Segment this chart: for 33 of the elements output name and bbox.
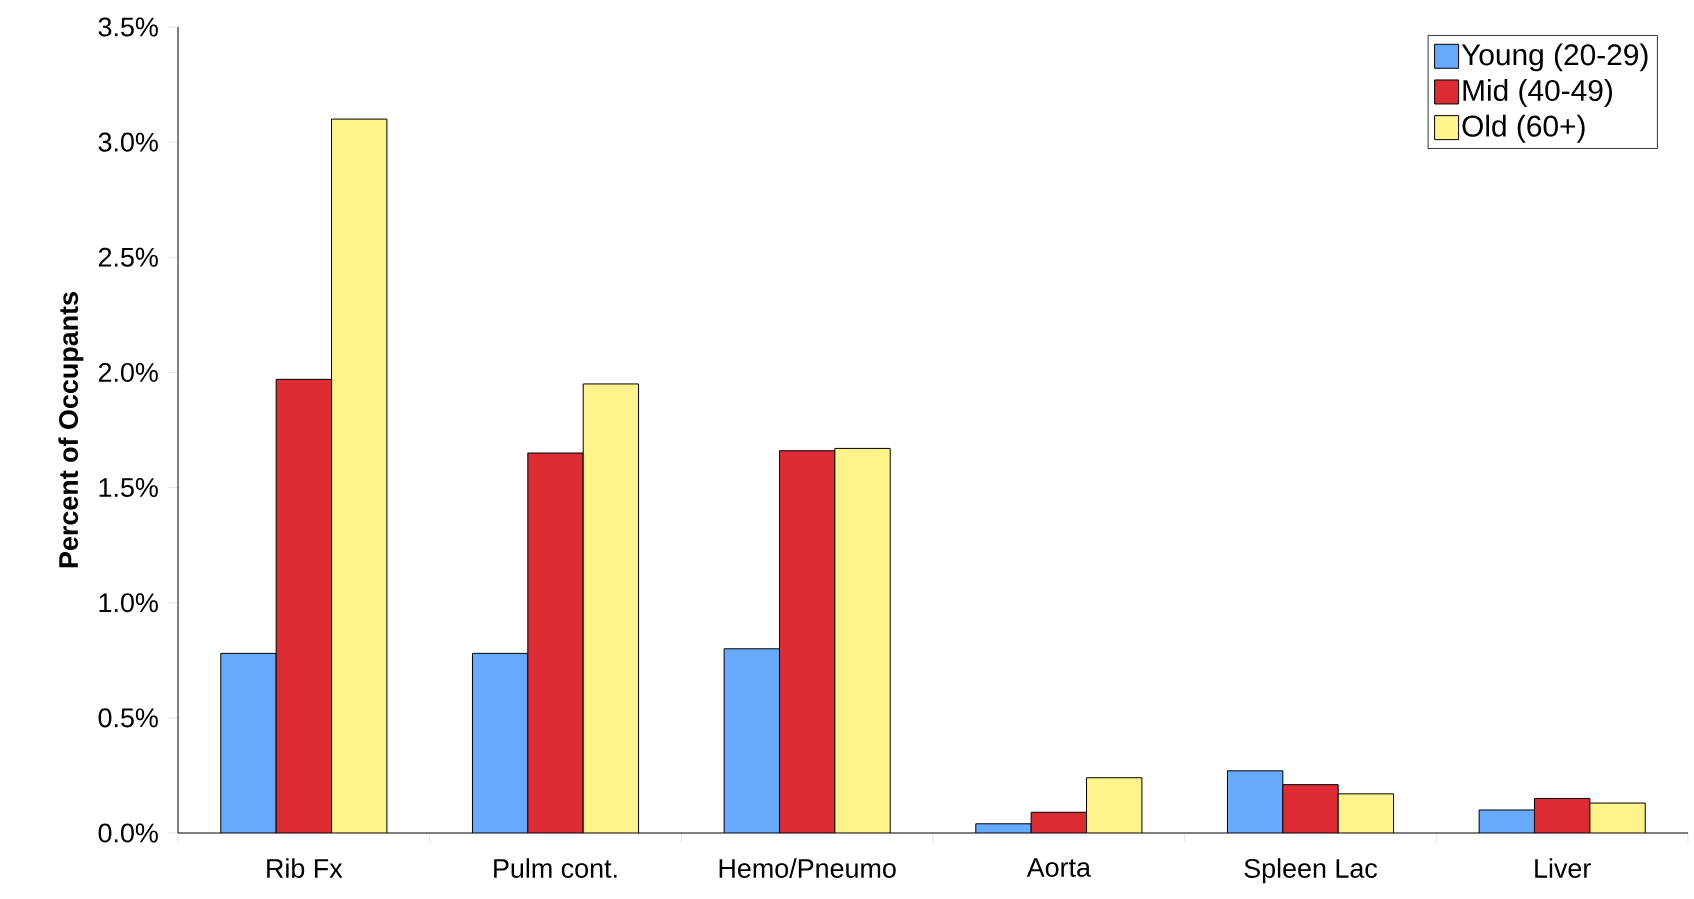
- bar: [1589, 802, 1646, 833]
- legend-label: Young (20-29): [1461, 43, 1648, 72]
- y-tick-label: 2.5%: [98, 247, 158, 267]
- y-tick-label: 1.0%: [99, 593, 158, 613]
- x-tick-label: Rib Fx: [267, 858, 343, 878]
- y-tick-label: 1.5%: [99, 478, 158, 498]
- bar: [1534, 797, 1591, 833]
- bar: [1086, 777, 1142, 833]
- bar: [527, 453, 584, 833]
- y-tick-label: 0.0%: [98, 823, 158, 843]
- x-tick-label: Aorta: [1026, 858, 1091, 877]
- bar: [1282, 784, 1339, 833]
- bar: [331, 119, 387, 833]
- y-tick-label: 2.0%: [98, 362, 158, 382]
- x-tick-label: Spleen Lac: [1244, 858, 1378, 884]
- legend-label: Mid (40-49): [1463, 79, 1612, 107]
- bar: [1338, 793, 1394, 833]
- legend-label: Old (60+): [1462, 114, 1585, 143]
- bar: [220, 653, 277, 833]
- y-tick-label: 3.0%: [98, 132, 158, 152]
- bar: [276, 379, 332, 833]
- bar: [834, 448, 891, 833]
- y-tick-label: 0.5%: [98, 708, 158, 728]
- x-tick-label: Hemo/Pneumo: [719, 858, 896, 878]
- bar: [1227, 770, 1283, 833]
- bar: [724, 648, 780, 833]
- y-axis-title: Percent of Occupants: [58, 292, 84, 568]
- x-tick-label: Pulm cont.: [494, 858, 617, 878]
- bar: [779, 450, 835, 833]
- x-tick-label: Liver: [1535, 858, 1591, 878]
- bar: [472, 653, 528, 833]
- bar: [583, 383, 639, 833]
- y-tick-label: 3.5%: [98, 17, 158, 37]
